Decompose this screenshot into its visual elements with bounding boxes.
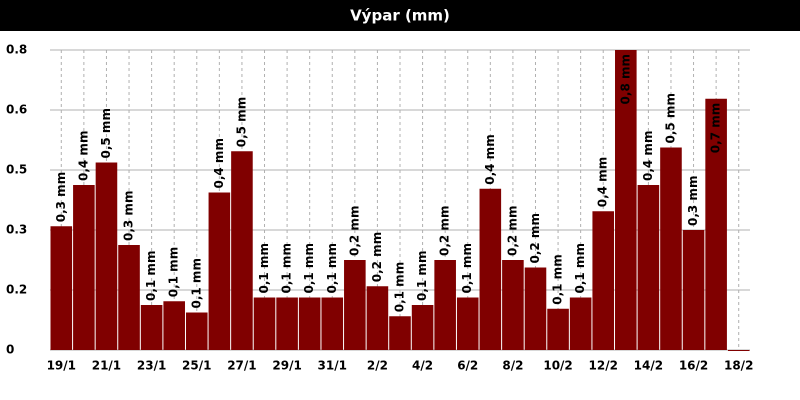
bar	[660, 147, 682, 350]
value-label: 0,5 mm	[663, 93, 677, 143]
y-tick-label: 0.8	[6, 43, 27, 57]
bar	[366, 286, 389, 350]
bar	[479, 188, 502, 350]
bar	[231, 151, 253, 350]
y-tick-label: 0.5	[6, 163, 27, 177]
x-tick-label: 27/1	[227, 359, 256, 373]
bar	[163, 301, 185, 350]
value-label: 0,1 mm	[325, 243, 339, 293]
bar	[682, 230, 705, 350]
bar	[547, 308, 569, 350]
value-label: 0,4 mm	[483, 134, 497, 184]
y-tick-label: 0.2	[6, 283, 27, 297]
value-label: 0,5 mm	[99, 108, 113, 158]
value-label: 0,2 mm	[505, 206, 519, 256]
x-tick-label: 14/2	[634, 359, 663, 373]
x-tick-label: 25/1	[182, 359, 211, 373]
bar	[73, 185, 95, 350]
title-bar	[0, 0, 800, 31]
bar	[389, 316, 411, 350]
value-label: 0,1 mm	[460, 243, 474, 293]
bar	[592, 211, 615, 350]
x-tick-label: 6/2	[457, 359, 478, 373]
bar	[727, 350, 750, 351]
value-label: 0,2 mm	[528, 213, 542, 263]
bar	[502, 260, 524, 350]
y-tick-label: 0	[6, 343, 14, 357]
value-label: 0,1 mm	[551, 254, 565, 304]
bar	[253, 297, 276, 350]
value-label: 0,1 mm	[144, 251, 158, 301]
value-label: 0,4 mm	[641, 131, 655, 181]
bar	[208, 192, 231, 350]
value-label: 0,3 mm	[54, 172, 68, 222]
bar	[344, 260, 366, 350]
bar	[569, 297, 592, 350]
y-tick-label: 0.6	[6, 103, 27, 117]
value-label: 0,1 mm	[393, 262, 407, 312]
x-tick-label: 21/1	[92, 359, 121, 373]
x-tick-label: 23/1	[137, 359, 166, 373]
value-label: 0,3 mm	[686, 176, 700, 226]
chart-title: Výpar (mm)	[350, 7, 450, 25]
x-tick-label: 18/2	[724, 359, 753, 373]
value-label: 0,7 mm	[709, 103, 723, 153]
bar	[434, 260, 456, 350]
x-tick-label: 29/1	[272, 359, 301, 373]
bar	[95, 162, 118, 350]
value-label: 0,4 mm	[212, 138, 226, 188]
bar	[118, 245, 140, 350]
bar	[524, 267, 547, 350]
value-label: 0,1 mm	[573, 243, 587, 293]
value-label: 0,1 mm	[302, 243, 316, 293]
value-label: 0,3 mm	[122, 191, 136, 241]
x-tick-label: 31/1	[318, 359, 347, 373]
y-tick-label: 0.3	[6, 223, 27, 237]
bar	[637, 185, 660, 350]
bar	[456, 297, 479, 350]
x-tick-label: 12/2	[589, 359, 618, 373]
bar	[321, 297, 344, 350]
value-label: 0,4 mm	[596, 157, 610, 207]
value-label: 0,1 mm	[280, 243, 294, 293]
bar	[705, 98, 727, 350]
bar	[411, 305, 434, 350]
x-tick-label: 4/2	[412, 359, 433, 373]
value-label: 0,8 mm	[618, 54, 632, 104]
value-label: 0,4 mm	[76, 131, 90, 181]
value-label: 0,1 mm	[189, 258, 203, 308]
bar	[50, 226, 73, 350]
x-tick-label: 10/2	[543, 359, 572, 373]
value-label: 0,5 mm	[234, 97, 248, 147]
bar	[140, 305, 163, 350]
bar	[276, 297, 298, 350]
value-label: 0,2 mm	[347, 206, 361, 256]
x-tick-label: 19/1	[47, 359, 76, 373]
x-tick-label: 2/2	[367, 359, 388, 373]
value-label: 0,1 mm	[257, 243, 271, 293]
bar	[615, 50, 637, 350]
x-tick-label: 8/2	[502, 359, 523, 373]
x-tick-label: 16/2	[679, 359, 708, 373]
bar	[185, 312, 208, 350]
value-label: 0,2 mm	[370, 232, 384, 282]
bar	[298, 297, 321, 350]
value-label: 0,1 mm	[415, 251, 429, 301]
value-label: 0,1 mm	[167, 247, 181, 297]
value-label: 0,2 mm	[438, 206, 452, 256]
